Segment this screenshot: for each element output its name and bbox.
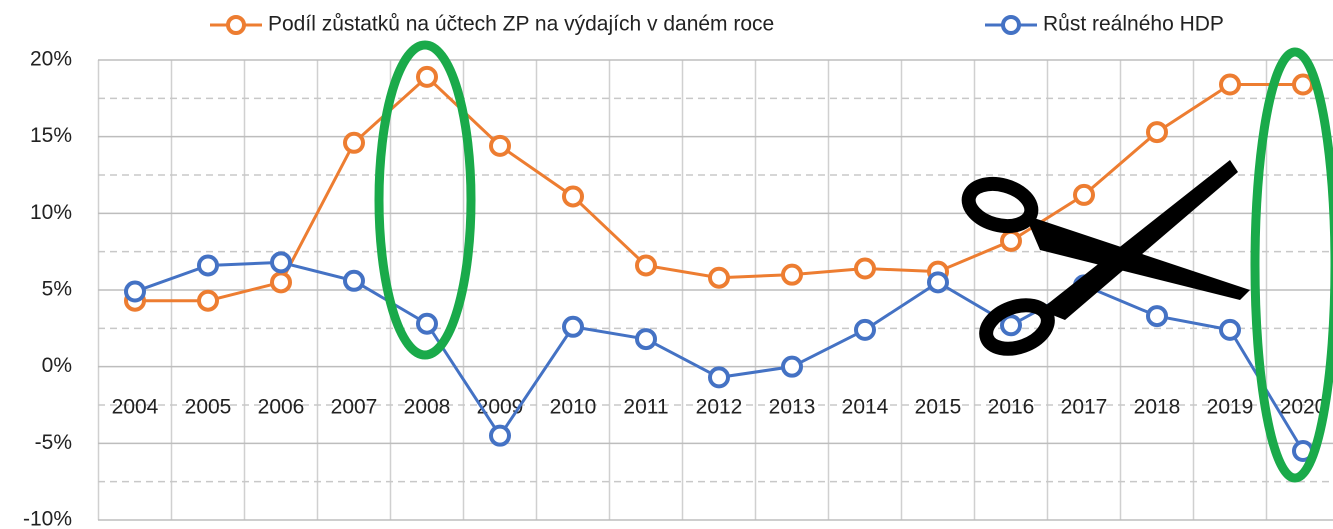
data-point xyxy=(270,251,292,274)
data-point xyxy=(1292,73,1314,96)
data-point xyxy=(708,366,730,389)
x-tick-label: 2020 xyxy=(1280,396,1327,419)
x-tick-label: 2007 xyxy=(331,396,378,419)
data-point xyxy=(197,254,219,277)
legend-label: Podíl zůstatků na účtech ZP na výdajích … xyxy=(268,13,774,36)
data-point xyxy=(489,134,511,157)
y-tick-label: 5% xyxy=(42,278,72,301)
data-point xyxy=(562,185,584,208)
plot-area: -10% -5% 0% 5% 10% 15% 20% 2004 2005 2006 2007 2008… xyxy=(23,13,1333,529)
data-point xyxy=(781,263,803,286)
y-tick-label: 0% xyxy=(42,354,72,377)
x-tick-label: 2008 xyxy=(404,396,451,419)
x-tick-label: 2005 xyxy=(185,396,232,419)
data-point xyxy=(635,328,657,351)
highlight-ellipse xyxy=(1250,47,1333,483)
y-tick-label: -5% xyxy=(35,431,72,454)
x-tick-label: 2010 xyxy=(550,396,597,419)
x-tick-label: 2012 xyxy=(696,396,743,419)
scissors-icon xyxy=(961,160,1250,356)
x-tick-label: 2006 xyxy=(258,396,305,419)
data-point xyxy=(854,257,876,280)
x-tick-label: 2013 xyxy=(769,396,816,419)
data-point xyxy=(1219,318,1241,341)
data-point xyxy=(854,318,876,341)
y-tick-label: 15% xyxy=(30,124,72,147)
data-point xyxy=(562,315,584,338)
data-point xyxy=(124,280,146,303)
y-tick-label: 20% xyxy=(30,48,72,71)
data-point xyxy=(343,269,365,292)
data-point xyxy=(1000,229,1022,252)
data-point xyxy=(927,271,949,294)
y-tick-label: -10% xyxy=(23,508,72,529)
data-point xyxy=(416,65,438,88)
x-tick-label: 2004 xyxy=(112,396,159,419)
data-point xyxy=(708,266,730,289)
legend-marker xyxy=(226,15,246,35)
data-point xyxy=(1073,183,1095,206)
legend-label: Růst reálného HDP xyxy=(1043,13,1224,36)
data-point xyxy=(1146,305,1168,328)
y-tick-label: 10% xyxy=(30,201,72,224)
data-point xyxy=(343,131,365,154)
data-point xyxy=(1146,121,1168,144)
highlight-ellipse xyxy=(374,40,476,360)
annotations xyxy=(374,40,1333,483)
data-point xyxy=(635,254,657,277)
x-tick-label: 2015 xyxy=(915,396,962,419)
x-tick-label: 2011 xyxy=(623,396,668,419)
x-tick-label: 2009 xyxy=(477,396,524,419)
data-point xyxy=(270,271,292,294)
data-point xyxy=(1219,73,1241,96)
data-point xyxy=(781,355,803,378)
x-tick-label: 2019 xyxy=(1207,396,1254,419)
data-point xyxy=(416,312,438,335)
legend-marker xyxy=(1001,15,1021,35)
data-point xyxy=(197,289,219,312)
data-point xyxy=(489,424,511,447)
x-tick-label: 2017 xyxy=(1061,396,1108,419)
x-tick-label: 2018 xyxy=(1134,396,1181,419)
data-point xyxy=(1000,314,1022,337)
x-tick-label: 2014 xyxy=(842,396,889,419)
x-tick-label: 2016 xyxy=(988,396,1035,419)
